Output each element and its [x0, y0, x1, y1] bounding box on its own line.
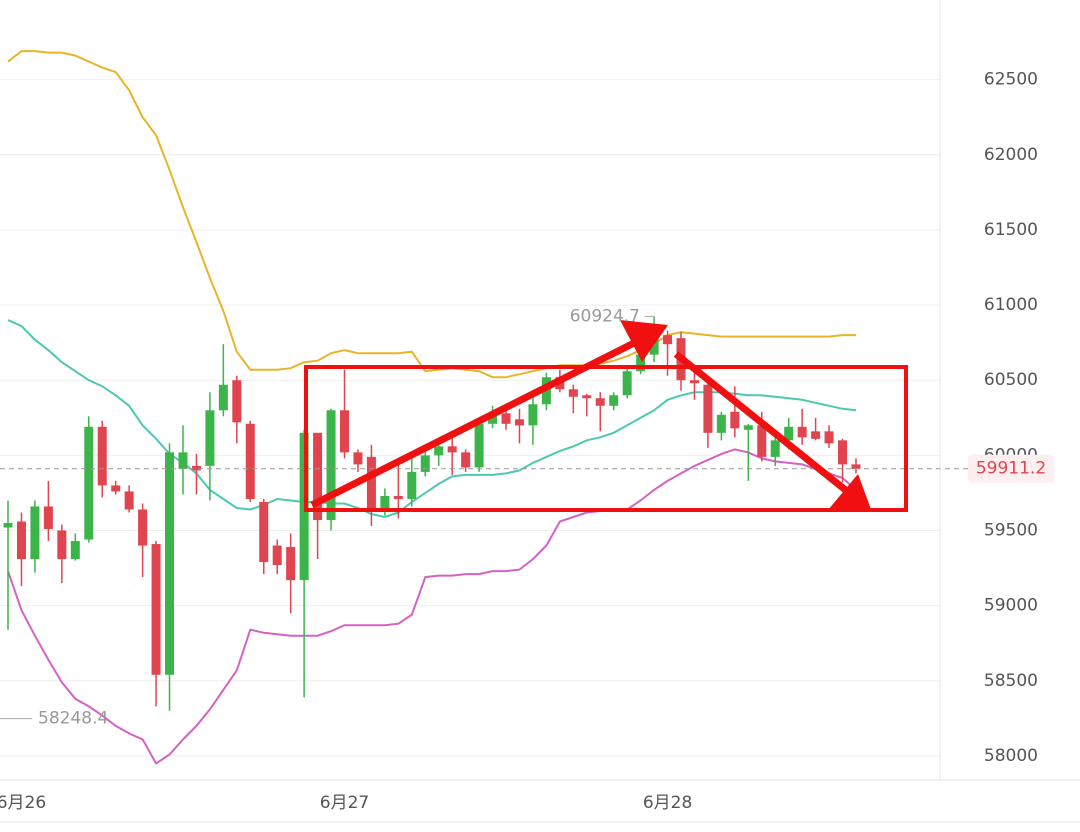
candle-body	[595, 398, 605, 406]
candle-body	[609, 395, 619, 406]
highlight-box	[304, 365, 908, 512]
band-line	[7, 319, 857, 519]
candle-body	[259, 501, 269, 563]
candle-body	[3, 523, 13, 528]
candle-body	[716, 414, 726, 433]
candle-body	[488, 413, 498, 424]
arrow-down-shaft	[673, 351, 851, 495]
candle-body	[43, 506, 53, 530]
candle-body	[501, 413, 511, 424]
candle-body	[689, 380, 699, 384]
candle-body	[784, 426, 794, 441]
candle-body	[393, 495, 403, 499]
low-label: 58248.4	[38, 709, 108, 729]
y-tick-label: 59000	[984, 596, 1038, 616]
candle-body	[353, 452, 363, 465]
candle-body	[380, 495, 390, 510]
y-tick-label: 62500	[984, 70, 1038, 90]
candle-body	[582, 395, 592, 399]
x-tick-label: 6月26	[0, 793, 46, 813]
candle-body	[636, 354, 646, 372]
candle-body	[245, 423, 255, 499]
arrow-down-head	[828, 474, 872, 512]
candle-body	[124, 491, 134, 510]
y-tick-label: 61500	[984, 220, 1038, 240]
labels: 5800058500590005950060000605006100061500…	[0, 70, 1054, 813]
candle-body	[568, 389, 578, 397]
candle-body	[366, 456, 376, 510]
candle-body	[838, 440, 848, 465]
candle-body	[191, 465, 201, 471]
candle-body	[232, 380, 242, 423]
candle-body	[649, 335, 659, 355]
y-tick-label: 62000	[984, 145, 1038, 165]
candle-body	[528, 404, 538, 426]
candle-body	[70, 541, 80, 560]
candle-body	[461, 452, 471, 468]
y-tick-label: 60500	[984, 370, 1038, 390]
arrow-up-head	[620, 320, 668, 362]
last-price-label: 59911.2	[976, 459, 1046, 479]
candle-body	[770, 440, 780, 457]
candle-body	[313, 432, 323, 520]
band-line	[7, 448, 857, 765]
candle-body	[326, 410, 336, 520]
arrow-up-shaft	[310, 336, 642, 509]
candle-body	[434, 446, 444, 456]
candle-body	[218, 384, 228, 411]
last-price-badge	[968, 454, 1054, 483]
y-tick-label: 59500	[984, 521, 1038, 541]
candle-body	[824, 431, 834, 444]
candle-body	[340, 410, 349, 453]
candle-body	[84, 426, 94, 540]
candle-body	[16, 521, 26, 560]
high-label: 60924.7	[570, 306, 640, 326]
candle-body	[757, 425, 767, 457]
candle-body	[811, 431, 821, 439]
candle-body	[205, 410, 215, 466]
y-tick-label: 58000	[984, 746, 1038, 766]
candle-body	[111, 485, 121, 492]
candle-body	[851, 464, 861, 469]
candle-body	[703, 384, 713, 433]
candle-body	[514, 419, 524, 426]
candle-body	[30, 506, 40, 560]
candle-body	[151, 544, 161, 675]
x-tick-label: 6月27	[320, 793, 369, 813]
band-line	[7, 50, 856, 379]
candle-body	[730, 411, 740, 429]
annotation-drawing	[304, 320, 908, 512]
candle-body	[407, 471, 417, 499]
candle-body	[474, 423, 484, 468]
candle-body	[797, 426, 807, 438]
candle-body	[165, 452, 175, 675]
x-tick-label: 6月28	[643, 793, 692, 813]
y-tick-label: 61000	[984, 295, 1038, 315]
candle-body	[663, 335, 673, 345]
candle-body	[622, 371, 632, 396]
candle-body	[97, 426, 107, 486]
candle-body	[178, 452, 188, 469]
candle-body	[272, 545, 282, 566]
plot	[0, 50, 970, 765]
y-tick-label: 58500	[984, 671, 1038, 691]
candle-body	[420, 455, 430, 472]
candle-body	[138, 509, 148, 546]
candle-body	[743, 425, 753, 430]
candle-body	[57, 530, 67, 560]
candle-body	[447, 446, 457, 453]
candle-body	[286, 547, 296, 581]
